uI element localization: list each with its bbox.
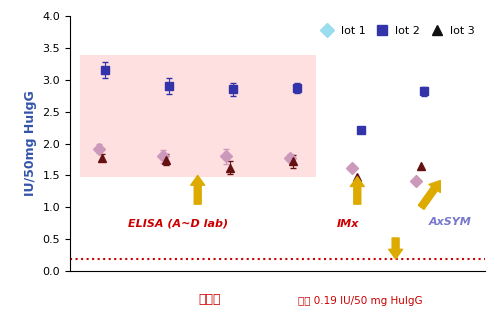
Bar (80, 55, 316, 177)
Text: 기준 0.19 IU/50 mg HuIgG: 기준 0.19 IU/50 mg HuIgG (298, 296, 422, 306)
Text: ELISA (A~D lab): ELISA (A~D lab) (128, 219, 228, 229)
Text: AxSYM: AxSYM (428, 217, 472, 227)
Y-axis label: IU/50mg HuIgG: IU/50mg HuIgG (24, 91, 37, 197)
Text: IMx: IMx (336, 219, 359, 229)
Text: 측정법: 측정법 (199, 293, 221, 306)
Legend: lot 1, lot 2, lot 3: lot 1, lot 2, lot 3 (312, 21, 480, 41)
